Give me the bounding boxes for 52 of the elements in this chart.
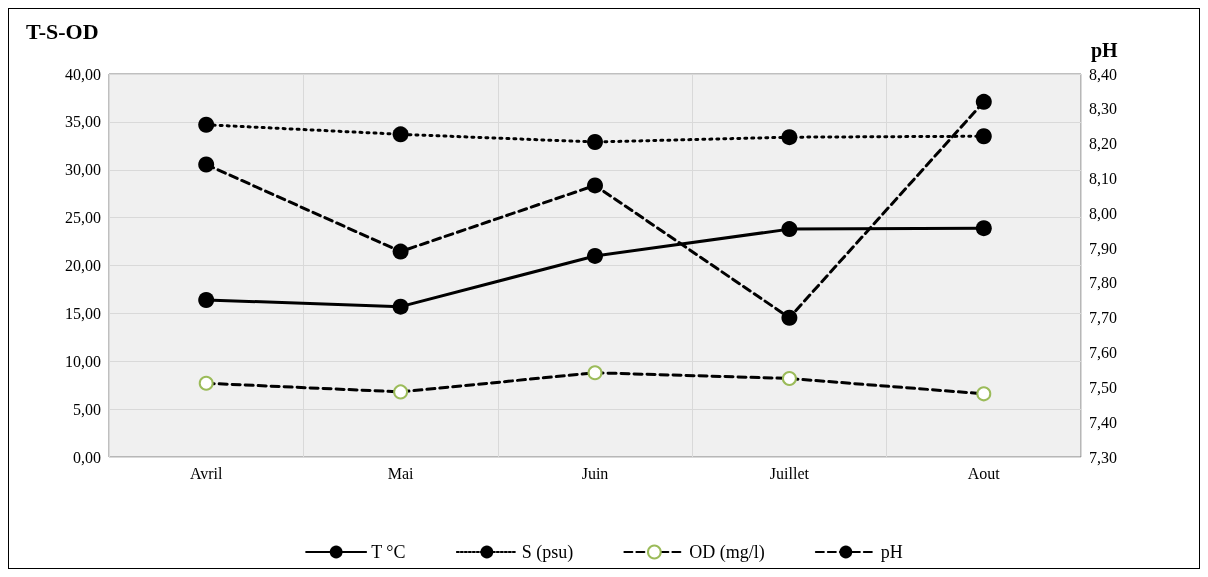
point [587, 177, 603, 194]
y2-tick-label: 7,50 [1089, 378, 1117, 396]
y2-tick-label: 8,30 [1089, 100, 1117, 118]
legend-label: pH [880, 542, 903, 562]
y2-tick-label: 7,80 [1089, 274, 1117, 292]
y-tick-label: 10,00 [65, 352, 101, 370]
y2-tick-label: 7,60 [1089, 344, 1117, 362]
point [781, 370, 797, 386]
y-tick-label: 15,00 [65, 304, 101, 322]
y2-tick-label: 8,40 [1089, 65, 1117, 83]
x-tick-label: Juin [581, 464, 609, 482]
legend-label: S (psu) [521, 542, 574, 563]
y2-tick-label: 7,40 [1089, 413, 1117, 431]
point [392, 298, 409, 315]
y2-tick-label: 7,90 [1089, 239, 1117, 257]
point [392, 126, 409, 143]
point [976, 386, 992, 402]
point [781, 221, 798, 238]
y-tick-label: 40,00 [65, 65, 101, 83]
point [975, 220, 992, 237]
point [198, 156, 215, 173]
y-tick-label: 0,00 [73, 448, 101, 466]
x-tick-label: Avril [189, 464, 224, 482]
y-tick-label: 25,00 [65, 209, 101, 227]
x-tick-label: Mai [387, 464, 415, 482]
legend-label: T °C [371, 542, 406, 562]
legend-label: OD (mg/l) [689, 542, 765, 563]
point [975, 93, 992, 110]
y2-tick-label: 8,20 [1089, 135, 1117, 153]
y-tick-label: 35,00 [65, 113, 101, 131]
point [198, 375, 214, 391]
point [975, 128, 992, 145]
y2-tick-label: 8,00 [1089, 204, 1117, 222]
y2-tick-label: 8,10 [1089, 169, 1117, 187]
point [198, 291, 215, 308]
point [392, 243, 409, 260]
y-tick-label: 5,00 [73, 400, 101, 418]
point [198, 116, 215, 133]
point [587, 133, 603, 150]
point [587, 365, 603, 381]
point [587, 247, 603, 264]
y2-tick-label: 7,30 [1089, 448, 1117, 466]
point [781, 129, 798, 146]
point [393, 384, 409, 400]
y-tick-label: 30,00 [65, 161, 101, 179]
chart-title: T-S-OD [26, 18, 99, 44]
point [781, 309, 798, 326]
x-tick-label: Juillet [769, 464, 810, 482]
y-tick-label: 20,00 [65, 257, 101, 274]
y2-axis-title: pH [1091, 39, 1119, 62]
x-tick-label: Aout [967, 464, 1001, 482]
y2-tick-label: 7,70 [1089, 309, 1117, 327]
